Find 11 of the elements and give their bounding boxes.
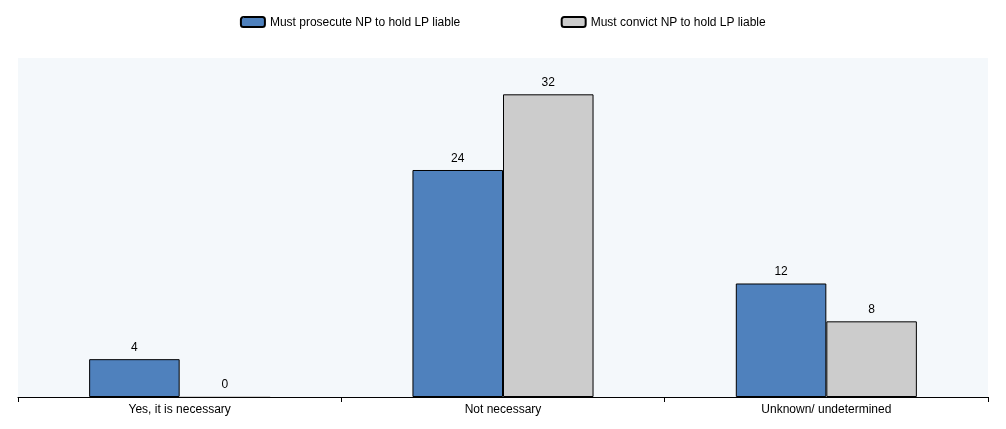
x-tick-label: Yes, it is necessary	[128, 402, 231, 416]
data-label: 24	[451, 150, 465, 165]
data-label: 32	[541, 75, 556, 90]
legend-label: Must convict NP to hold LP liable	[590, 15, 766, 29]
legend-label: Must prosecute NP to hold LP liable	[269, 15, 461, 29]
x-tick-label: Not necessary	[464, 402, 542, 416]
data-label: 4	[131, 340, 139, 355]
data-label: 0	[221, 377, 229, 391]
data-label: 8	[868, 302, 876, 317]
data-label: 12	[774, 264, 789, 279]
x-tick-label: Unknown/ undetermined	[761, 402, 892, 416]
